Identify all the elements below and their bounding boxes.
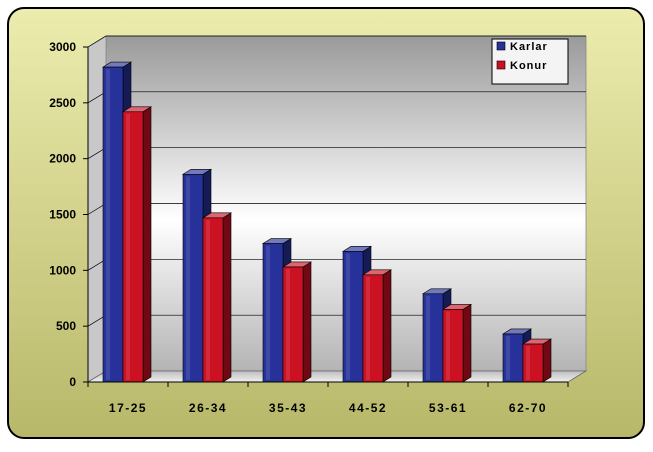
bar-konur-35-43 [281, 261, 313, 383]
bar-highlight [286, 268, 290, 380]
bar-konur-26-34 [201, 212, 233, 383]
legend-swatch-konur [496, 60, 506, 70]
legend: Karlar Konur [491, 38, 569, 85]
x-tick-label: 35-43 [269, 401, 307, 415]
x-tick-label: 53-61 [429, 401, 467, 415]
bar-highlight [446, 311, 450, 380]
bar-side [382, 269, 392, 383]
legend-label-karlar: Karlar [510, 41, 548, 53]
bar-konur-53-61 [441, 303, 473, 383]
y-tick-label: 500 [56, 319, 76, 333]
bar-highlight [506, 335, 510, 380]
bar-side [542, 338, 552, 383]
y-tick-label: 1500 [49, 208, 76, 222]
y-tick-label: 1000 [49, 263, 76, 277]
bar-highlight [106, 69, 110, 380]
bar-side [302, 261, 312, 383]
bar-highlight [126, 113, 130, 381]
x-tick-label: 44-52 [349, 401, 387, 415]
y-tick-label: 3000 [49, 40, 76, 54]
gridline [87, 35, 586, 48]
bar-highlight [526, 346, 530, 380]
bar-highlight [266, 245, 270, 380]
bar-konur-44-52 [361, 269, 393, 383]
bar-highlight [366, 276, 370, 380]
bar-highlight [206, 219, 210, 380]
y-tick-label: 2500 [49, 96, 76, 110]
bar-konur-17-25 [121, 106, 153, 383]
y-tick-label: 0 [69, 375, 76, 389]
bar-highlight [346, 253, 350, 380]
y-tick-label: 2000 [49, 152, 76, 166]
bar-highlight [186, 176, 190, 380]
legend-swatch-karlar [496, 41, 506, 51]
x-tick-label: 26-34 [189, 401, 227, 415]
bar-konur-62-70 [521, 338, 553, 383]
bar-side [462, 303, 472, 383]
legend-label-konur: Konur [510, 60, 547, 72]
bar-side [142, 106, 152, 383]
bar-highlight [426, 295, 430, 380]
x-tick-label: 62-70 [509, 401, 547, 415]
x-tick-label: 17-25 [109, 401, 147, 415]
bar-side [222, 212, 232, 383]
